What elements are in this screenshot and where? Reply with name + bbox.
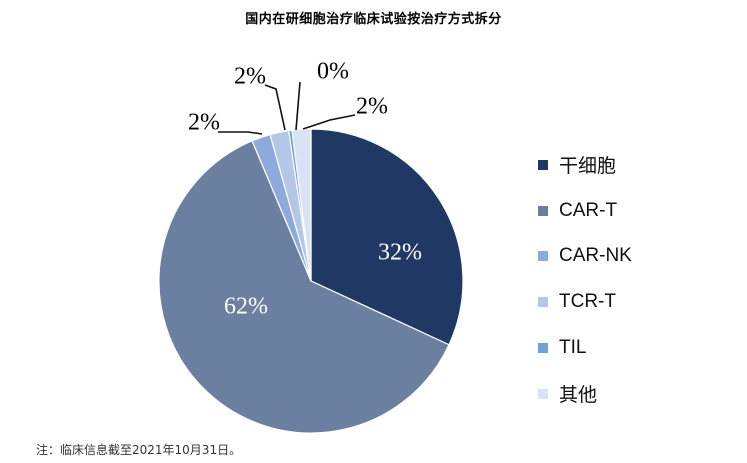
- legend-item-6: 其他: [538, 371, 738, 417]
- legend-item-2: CAR-T: [538, 188, 738, 234]
- legend-label: 干细胞: [559, 156, 617, 178]
- legend: 干细胞 CAR-T CAR-NK TCR-T TIL 其他: [538, 142, 738, 417]
- leader-line-5: [295, 81, 301, 131]
- pie-slice-6: [291, 128, 312, 282]
- legend-swatch: [538, 388, 548, 399]
- legend-swatch: [538, 297, 548, 308]
- legend-label: TCR-T: [559, 291, 616, 313]
- footnote: 注：临床信息截至2021年10月31日。: [36, 443, 242, 457]
- leader-line-6: [302, 114, 356, 130]
- leader-lines: [218, 81, 356, 135]
- legend-swatch: [538, 159, 548, 170]
- legend-swatch: [538, 251, 548, 262]
- slice-label-4: 2%: [234, 64, 266, 90]
- slice-label-5: 0%: [317, 59, 349, 85]
- chart-title: 国内在研细胞治疗临床试验按治疗方式拆分: [245, 12, 502, 27]
- slice-label-1: 32%: [378, 240, 422, 266]
- slice-label-2: 62%: [224, 294, 268, 320]
- slice-label-3: 2%: [188, 110, 220, 136]
- leader-line-4: [264, 84, 286, 131]
- leader-line-3: [218, 131, 263, 135]
- legend-item-1: 干细胞: [538, 142, 738, 188]
- legend-swatch: [538, 343, 548, 354]
- pie-slices: [158, 128, 464, 434]
- legend-item-5: TIL: [538, 325, 738, 371]
- legend-label: CAR-NK: [559, 245, 632, 267]
- legend-label: TIL: [559, 337, 587, 359]
- pie-slice-2: [158, 140, 450, 434]
- legend-swatch: [538, 205, 548, 216]
- legend-label: CAR-T: [559, 199, 618, 221]
- legend-label: 其他: [559, 385, 598, 407]
- legend-item-4: TCR-T: [538, 279, 738, 325]
- slice-labels: 32% 62% 2% 2% 0% 2%: [188, 59, 422, 320]
- legend-item-3: CAR-NK: [538, 234, 738, 280]
- pie-slice-1: [310, 128, 464, 346]
- slice-label-6: 2%: [356, 94, 388, 120]
